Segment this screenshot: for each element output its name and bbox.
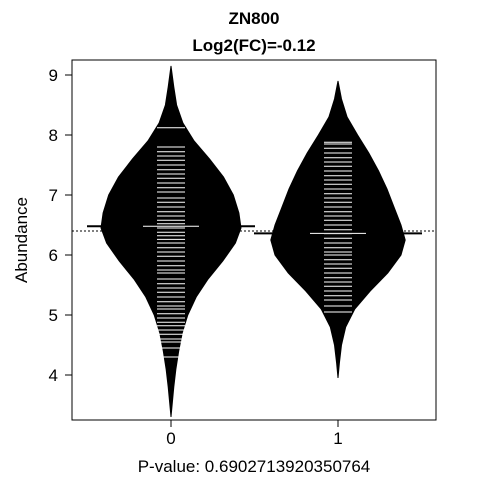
bean-layer (100, 65, 406, 418)
y-tick-label-6: 6 (49, 246, 58, 265)
x-tick-label-1: 1 (333, 429, 342, 448)
y-tick-label-7: 7 (49, 186, 58, 205)
y-tick-label-4: 4 (49, 366, 58, 385)
y-axis: 4 5 6 7 8 9 (49, 66, 73, 385)
y-tick-label-5: 5 (49, 306, 58, 325)
y-axis-label: Abundance (12, 197, 31, 283)
chart-title: ZN800 (228, 9, 279, 28)
x-axis-label: P-value: 0.6902713920350764 (138, 457, 371, 476)
x-tick-label-0: 0 (166, 429, 175, 448)
y-tick-label-8: 8 (49, 126, 58, 145)
y-tick-label-9: 9 (49, 66, 58, 85)
mean-lines (87, 225, 422, 235)
bean-group-0 (100, 65, 242, 418)
chart-subtitle: Log2(FC)=-0.12 (192, 36, 315, 55)
